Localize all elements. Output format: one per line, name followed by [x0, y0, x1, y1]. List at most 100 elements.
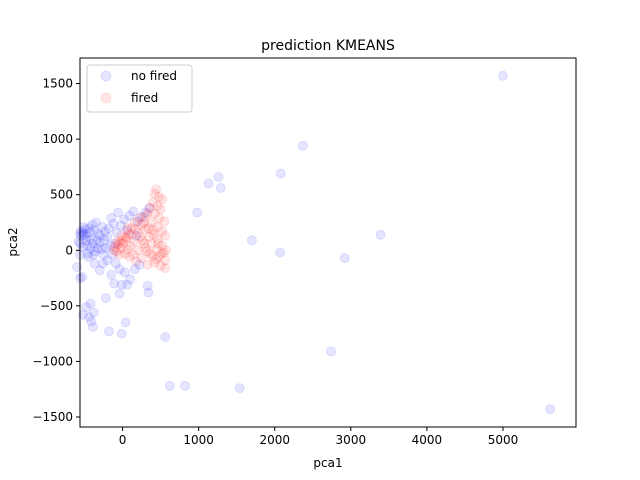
x-tick-label: 4000: [412, 433, 443, 447]
scatter-point-no-fired-100: [97, 258, 108, 269]
chart-title: prediction KMEANS: [261, 38, 395, 54]
scatter-point-no-fired-20: [85, 298, 96, 309]
scatter-point-no-fired-83: [134, 259, 145, 270]
scatter-point-no-fired-3: [275, 168, 286, 179]
scatter-point-fired-47: [110, 241, 120, 252]
scatter-point-fired-9: [149, 208, 160, 219]
scatter-point-fired-40: [155, 260, 166, 271]
x-axis-ticks: 0 1000 2000 3000 4000 5000: [119, 427, 518, 447]
scatter-point-fired-75: [122, 223, 133, 234]
scatter-point-no-fired-92: [84, 227, 95, 238]
scatter-point-fired-19: [132, 227, 143, 238]
scatter-point-fired-25: [146, 238, 157, 249]
legend: no fired fired: [86, 64, 193, 113]
scatter-point-no-fired-42: [75, 226, 86, 237]
scatter-point-no-fired-80: [119, 267, 130, 278]
y-tick-label: −500: [40, 299, 73, 313]
scatter-point-no-fired-59: [100, 243, 111, 254]
scatter-point-fired-55: [138, 238, 149, 249]
x-tick-label: 1000: [183, 433, 214, 447]
scatter-point-no-fired-67: [119, 214, 130, 225]
y-tick-label: −1000: [32, 354, 73, 368]
legend-marker-no-fired: [100, 70, 112, 82]
scatter-point-fired-41: [160, 263, 171, 274]
scatter-point-no-fired-55: [93, 228, 104, 239]
scatter-point-fired-30: [132, 245, 143, 256]
scatter-point-no-fired-26: [86, 316, 97, 327]
scatter-point-no-fired-90: [73, 236, 84, 247]
scatter-point-fired-22: [152, 234, 163, 245]
scatter-point-fired-50: [118, 238, 129, 249]
scatter-point-no-fired-18: [116, 328, 127, 339]
scatter-point-fired-48: [111, 246, 122, 257]
scatter-point-fired-37: [160, 255, 171, 266]
scatter-point-no-fired-34: [142, 280, 153, 291]
scatter-point-no-fired-86: [87, 238, 98, 249]
scatter-point-no-fired-102: [85, 243, 96, 254]
scatter-point-no-fired-39: [89, 258, 100, 269]
scatter-point-fired-10: [139, 211, 150, 222]
scatter-point-fired-63: [143, 223, 154, 234]
scatter-point-fired-26: [157, 240, 168, 251]
scatter-point-fired-45: [116, 243, 127, 254]
scatter-point-fired-35: [154, 251, 165, 262]
scatter-point-no-fired-51: [84, 223, 95, 234]
scatter-point-fired-20: [160, 230, 171, 241]
scatter-point-no-fired-15: [180, 380, 190, 391]
scatter-point-fired-64: [138, 217, 149, 228]
scatter-point-no-fired-56: [94, 237, 105, 248]
scatter-point-no-fired-32: [116, 279, 127, 290]
scatter-point-fired-62: [148, 229, 159, 240]
legend-label-no-fired: no fired: [131, 69, 177, 83]
scatter-point-no-fired-44: [76, 230, 87, 241]
x-tick-label: 5000: [488, 433, 519, 447]
scatter-point-fired-17: [148, 225, 158, 236]
scatter-point-fired-70: [117, 235, 128, 246]
scatter-point-fired-13: [146, 217, 157, 228]
scatter-point-no-fired-57: [96, 244, 107, 255]
scatter-point-no-fired-81: [125, 274, 136, 285]
scatter-point-no-fired-38: [94, 265, 105, 276]
scatter-point-fired-57: [147, 250, 158, 261]
scatter-point-no-fired-10: [375, 229, 386, 240]
scatter-point-no-fired-48: [78, 241, 88, 252]
scatter-point-no-fired-46: [81, 235, 92, 246]
scatter-point-fired-1: [149, 188, 160, 199]
scatter-point-no-fired-43: [78, 227, 88, 238]
scatter-point-no-fired-29: [72, 262, 82, 272]
y-tick-label: 0: [65, 243, 73, 257]
scatter-point-no-fired-68: [122, 225, 133, 236]
scatter-point-no-fired-14: [164, 380, 175, 391]
scatter-point-fired-4: [148, 197, 158, 208]
scatter-point-fired-74: [116, 230, 127, 241]
scatter-point-fired-69: [120, 231, 131, 242]
scatter-point-no-fired-94: [99, 235, 110, 246]
scatter-point-fired-38: [149, 257, 160, 268]
scatter-point-no-fired-37: [106, 269, 117, 280]
scatter-point-no-fired-25: [87, 322, 98, 332]
scatter-point-no-fired-103: [82, 248, 93, 259]
scatter-point-fired-72: [109, 245, 120, 256]
scatter-point-no-fired-24: [88, 307, 99, 318]
scatter-point-fired-39: [142, 259, 153, 270]
scatter-point-no-fired-61: [103, 223, 114, 234]
scatter-point-no-fired-11: [339, 253, 350, 264]
scatter-point-fired-73: [112, 236, 123, 247]
scatter-point-no-fired-23: [84, 312, 95, 322]
points-layer: [72, 70, 556, 415]
scatter-point-no-fired-0: [498, 70, 508, 81]
scatter-point-fired-21: [144, 231, 155, 242]
plot-frame: [79, 57, 577, 428]
scatter-point-no-fired-66: [116, 220, 127, 231]
scatter-point-no-fired-76: [110, 238, 120, 249]
scatter-point-no-fired-2: [297, 140, 308, 151]
scatter-point-no-fired-77: [107, 249, 118, 260]
scatter-point-no-fired-101: [88, 249, 99, 260]
scatter-point-fired-0: [151, 184, 162, 195]
scatter-point-no-fired-52: [87, 219, 98, 230]
scatter-point-fired-33: [145, 248, 155, 259]
scatter-point-fired-68: [123, 228, 134, 239]
scatter-point-no-fired-50: [85, 234, 96, 245]
scatter-point-no-fired-74: [144, 203, 155, 213]
scatter-point-no-fired-69: [124, 210, 135, 221]
